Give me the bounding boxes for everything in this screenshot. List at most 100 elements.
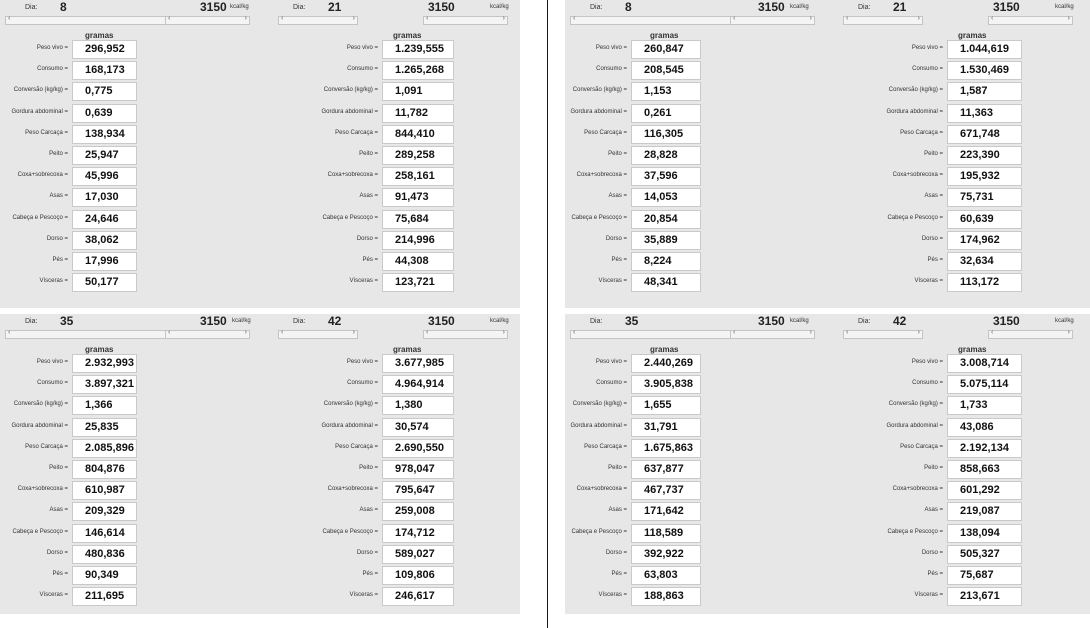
scroll-right-arrow-icon[interactable]: › xyxy=(809,329,812,336)
value-field[interactable]: 188,863 xyxy=(631,587,701,607)
value-field[interactable]: 1.675,863 xyxy=(631,438,701,458)
value-field[interactable]: 1,587 xyxy=(947,82,1022,102)
scroll-left-arrow-icon[interactable]: ‹ xyxy=(8,329,11,336)
value-field[interactable]: 38,062 xyxy=(72,230,137,250)
value-field[interactable]: 3.677,985 xyxy=(382,354,454,373)
scroll-right-arrow-icon[interactable]: › xyxy=(917,15,920,22)
scroll-right-arrow-icon[interactable]: › xyxy=(917,329,920,336)
value-field[interactable]: 17,996 xyxy=(72,252,137,271)
value-field[interactable]: 174,962 xyxy=(947,230,1022,250)
value-field[interactable]: 17,030 xyxy=(72,188,137,208)
value-field[interactable]: 3.905,838 xyxy=(631,375,701,395)
value-field[interactable]: 289,258 xyxy=(382,146,454,165)
value-field[interactable]: 637,877 xyxy=(631,460,701,479)
scroll-left-arrow-icon[interactable]: ‹ xyxy=(573,15,576,22)
dia-scrollbar[interactable]: ‹› xyxy=(5,329,170,339)
value-field[interactable]: 209,329 xyxy=(72,502,137,522)
dia-scrollbar[interactable]: ‹› xyxy=(570,15,735,25)
value-field[interactable]: 1.530,469 xyxy=(947,61,1022,81)
value-field[interactable]: 90,349 xyxy=(72,566,137,585)
value-field[interactable]: 1.239,555 xyxy=(382,40,454,59)
value-field[interactable]: 35,889 xyxy=(631,230,701,250)
value-field[interactable]: 25,835 xyxy=(72,417,137,437)
value-field[interactable]: 505,327 xyxy=(947,544,1022,564)
value-field[interactable]: 1,153 xyxy=(631,82,701,102)
value-field[interactable]: 214,996 xyxy=(382,230,454,250)
dia-scrollbar[interactable]: ‹› xyxy=(570,329,735,339)
value-field[interactable]: 858,663 xyxy=(947,460,1022,479)
value-field[interactable]: 5.075,114 xyxy=(947,375,1022,395)
value-field[interactable]: 2.192,134 xyxy=(947,438,1022,458)
value-field[interactable]: 44,308 xyxy=(382,252,454,271)
scroll-right-arrow-icon[interactable]: › xyxy=(244,329,247,336)
dia-scrollbar[interactable]: ‹› xyxy=(843,329,923,339)
value-field[interactable]: 138,094 xyxy=(947,523,1022,543)
value-field[interactable]: 60,639 xyxy=(947,209,1022,229)
value-field[interactable]: 1,366 xyxy=(72,396,137,416)
scroll-left-arrow-icon[interactable]: ‹ xyxy=(8,15,11,22)
value-field[interactable]: 1,380 xyxy=(382,396,454,416)
value-field[interactable]: 75,687 xyxy=(947,566,1022,585)
kcal-scrollbar[interactable]: ‹ › xyxy=(988,15,1073,25)
value-field[interactable]: 63,803 xyxy=(631,566,701,585)
scroll-left-arrow-icon[interactable]: ‹ xyxy=(168,329,171,336)
value-field[interactable]: 45,996 xyxy=(72,167,137,187)
value-field[interactable]: 25,947 xyxy=(72,146,137,165)
scroll-left-arrow-icon[interactable]: ‹ xyxy=(573,329,576,336)
value-field[interactable]: 30,574 xyxy=(382,417,454,437)
value-field[interactable]: 195,932 xyxy=(947,167,1022,187)
value-field[interactable]: 48,341 xyxy=(631,273,701,293)
scroll-left-arrow-icon[interactable]: ‹ xyxy=(733,15,736,22)
value-field[interactable]: 37,596 xyxy=(631,167,701,187)
scroll-right-arrow-icon[interactable]: › xyxy=(352,15,355,22)
dia-scrollbar[interactable]: ‹› xyxy=(843,15,923,25)
value-field[interactable]: 32,634 xyxy=(947,252,1022,271)
value-field[interactable]: 392,922 xyxy=(631,544,701,564)
scroll-right-arrow-icon[interactable]: › xyxy=(352,329,355,336)
scroll-left-arrow-icon[interactable]: ‹ xyxy=(281,15,284,22)
kcal-scrollbar[interactable]: ‹ › xyxy=(423,15,508,25)
scroll-left-arrow-icon[interactable]: ‹ xyxy=(281,329,284,336)
value-field[interactable]: 146,614 xyxy=(72,523,137,543)
scroll-left-arrow-icon[interactable]: ‹ xyxy=(426,329,429,336)
scroll-left-arrow-icon[interactable]: ‹ xyxy=(733,329,736,336)
value-field[interactable]: 8,224 xyxy=(631,252,701,271)
value-field[interactable]: 804,876 xyxy=(72,460,137,479)
kcal-scrollbar[interactable]: ‹ › xyxy=(730,15,815,25)
value-field[interactable]: 118,589 xyxy=(631,523,701,543)
value-field[interactable]: 75,731 xyxy=(947,188,1022,208)
value-field[interactable]: 1,733 xyxy=(947,396,1022,416)
value-field[interactable]: 3.008,714 xyxy=(947,354,1022,373)
value-field[interactable]: 0,639 xyxy=(72,103,137,123)
scroll-left-arrow-icon[interactable]: ‹ xyxy=(846,329,849,336)
value-field[interactable]: 24,646 xyxy=(72,209,137,229)
value-field[interactable]: 91,473 xyxy=(382,188,454,208)
value-field[interactable]: 123,721 xyxy=(382,273,454,293)
value-field[interactable]: 246,617 xyxy=(382,587,454,607)
value-field[interactable]: 2.690,550 xyxy=(382,438,454,458)
scroll-right-arrow-icon[interactable]: › xyxy=(1067,329,1070,336)
value-field[interactable]: 467,737 xyxy=(631,481,701,501)
value-field[interactable]: 978,047 xyxy=(382,460,454,479)
value-field[interactable]: 296,952 xyxy=(72,40,137,59)
value-field[interactable]: 480,836 xyxy=(72,544,137,564)
scroll-left-arrow-icon[interactable]: ‹ xyxy=(426,15,429,22)
dia-scrollbar[interactable]: ‹› xyxy=(278,15,358,25)
value-field[interactable]: 671,748 xyxy=(947,124,1022,144)
value-field[interactable]: 174,712 xyxy=(382,523,454,543)
scroll-left-arrow-icon[interactable]: ‹ xyxy=(991,329,994,336)
value-field[interactable]: 844,410 xyxy=(382,124,454,144)
dia-scrollbar[interactable]: ‹› xyxy=(5,15,170,25)
value-field[interactable]: 2.440,269 xyxy=(631,354,701,373)
kcal-scrollbar[interactable]: ‹ › xyxy=(988,329,1073,339)
scroll-right-arrow-icon[interactable]: › xyxy=(1067,15,1070,22)
value-field[interactable]: 223,390 xyxy=(947,146,1022,165)
value-field[interactable]: 75,684 xyxy=(382,209,454,229)
value-field[interactable]: 171,642 xyxy=(631,502,701,522)
scroll-right-arrow-icon[interactable]: › xyxy=(502,329,505,336)
kcal-scrollbar[interactable]: ‹ › xyxy=(423,329,508,339)
value-field[interactable]: 14,053 xyxy=(631,188,701,208)
value-field[interactable]: 109,806 xyxy=(382,566,454,585)
scroll-right-arrow-icon[interactable]: › xyxy=(502,15,505,22)
value-field[interactable]: 258,161 xyxy=(382,167,454,187)
